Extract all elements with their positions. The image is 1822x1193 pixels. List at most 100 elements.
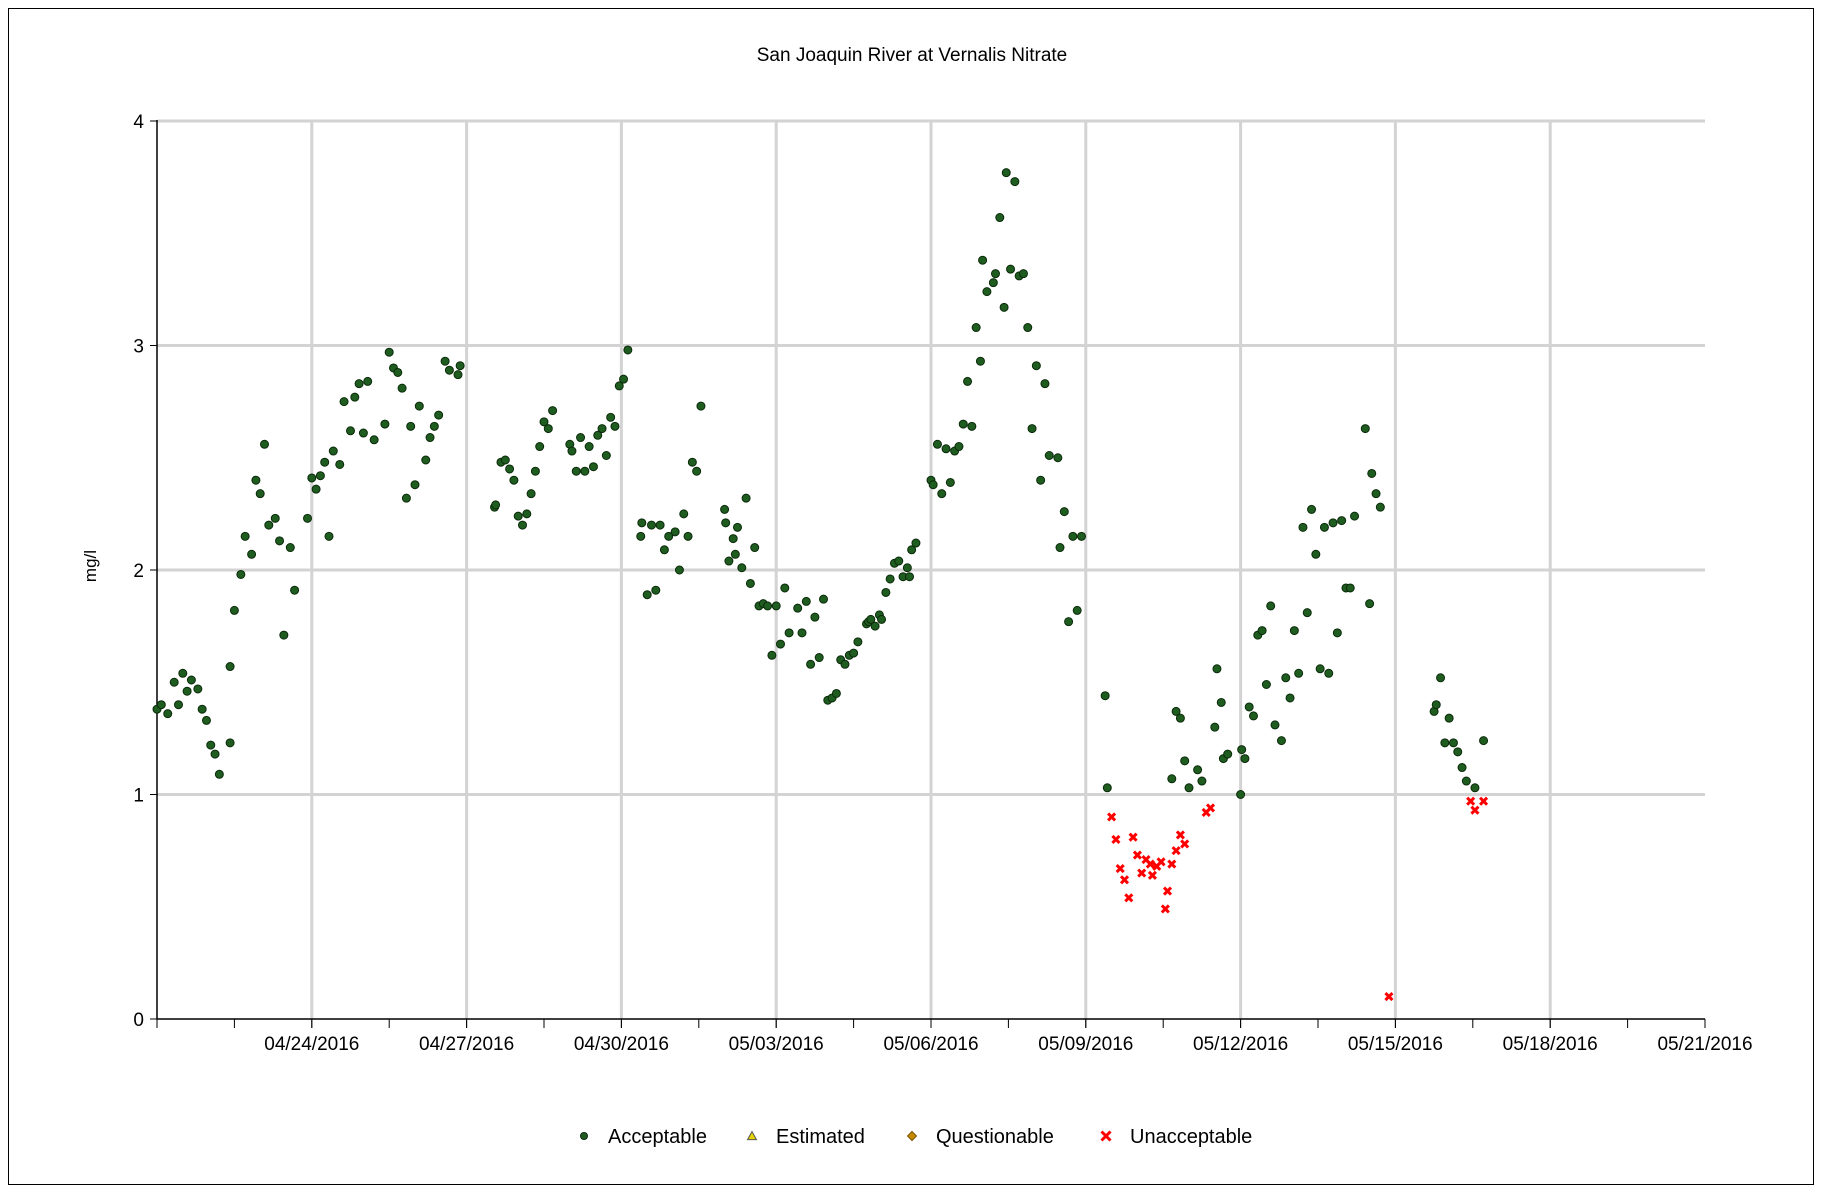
point-acceptable xyxy=(1285,693,1295,703)
point-acceptable xyxy=(1040,379,1050,389)
x-stroke-b xyxy=(1119,875,1130,885)
point-acceptable xyxy=(453,370,463,380)
point-acceptable xyxy=(522,509,532,519)
point-acceptable xyxy=(1193,765,1203,775)
point-acceptable xyxy=(784,628,794,638)
x-stroke-b xyxy=(1384,991,1394,1002)
point-acceptable xyxy=(530,466,540,476)
point-acceptable xyxy=(290,585,300,595)
point-acceptable xyxy=(335,459,345,469)
y-tick-label: 2 xyxy=(133,561,144,582)
point-acceptable xyxy=(937,489,947,499)
point-acceptable xyxy=(750,543,760,553)
point-acceptable xyxy=(763,601,773,611)
point-acceptable xyxy=(724,556,734,566)
point-unacceptable xyxy=(1160,904,1170,914)
point-acceptable xyxy=(932,439,942,449)
point-acceptable xyxy=(539,417,549,427)
point-acceptable xyxy=(247,549,257,559)
point-acceptable xyxy=(1006,264,1016,274)
point-acceptable xyxy=(1324,668,1334,678)
chart-title: San Joaquin River at Vernalis Nitrate xyxy=(757,45,1068,66)
point-acceptable xyxy=(623,345,633,355)
point-acceptable xyxy=(1240,754,1250,764)
point-acceptable xyxy=(255,489,265,499)
x-tick-label: 05/03/2016 xyxy=(729,1034,824,1055)
point-acceptable xyxy=(1365,599,1375,609)
point-acceptable xyxy=(840,659,850,669)
point-acceptable xyxy=(236,569,246,579)
point-acceptable xyxy=(275,536,285,546)
point-acceptable xyxy=(1375,502,1385,512)
point-acceptable xyxy=(206,740,216,750)
point-acceptable xyxy=(260,439,269,449)
y-tick-label: 3 xyxy=(133,337,144,358)
point-acceptable xyxy=(1184,783,1194,793)
point-acceptable xyxy=(941,444,951,454)
point-acceptable xyxy=(1055,543,1065,553)
point-acceptable xyxy=(518,520,527,530)
point-acceptable xyxy=(346,426,355,436)
point-unacceptable xyxy=(1384,991,1394,1002)
x-stroke-b xyxy=(1128,832,1138,842)
x-stroke-b xyxy=(1160,904,1170,914)
point-acceptable xyxy=(526,489,536,499)
point-acceptable xyxy=(1371,489,1381,499)
point-acceptable xyxy=(1328,518,1338,528)
point-acceptable xyxy=(958,419,968,429)
x-stroke-b xyxy=(1107,812,1117,822)
data-points xyxy=(152,168,1489,1002)
x-tick-label: 05/21/2016 xyxy=(1657,1034,1752,1055)
chart-frame xyxy=(8,8,1814,1185)
point-acceptable xyxy=(1261,679,1271,689)
point-acceptable xyxy=(1027,424,1037,434)
point-acceptable xyxy=(1018,269,1028,279)
point-acceptable xyxy=(1350,511,1360,521)
point-acceptable xyxy=(1307,504,1317,514)
point-acceptable xyxy=(945,477,955,487)
point-acceptable xyxy=(1036,475,1046,485)
point-acceptable xyxy=(384,347,394,357)
point-acceptable xyxy=(1044,451,1054,461)
point-acceptable xyxy=(1257,626,1267,636)
x-stroke-b xyxy=(1167,859,1177,869)
point-acceptable xyxy=(771,601,781,611)
point-acceptable xyxy=(991,269,1000,279)
point-acceptable xyxy=(866,614,876,624)
point-acceptable xyxy=(741,493,751,503)
point-unacceptable xyxy=(1180,839,1190,849)
point-acceptable xyxy=(679,509,689,519)
y-tick-label: 4 xyxy=(133,112,144,133)
point-acceptable xyxy=(636,531,646,541)
point-acceptable xyxy=(307,473,317,483)
point-unacceptable xyxy=(1147,870,1158,880)
legend-label-estimated: Estimated xyxy=(776,1126,865,1148)
point-acceptable xyxy=(225,662,235,672)
point-unacceptable xyxy=(1156,857,1166,867)
point-acceptable xyxy=(1332,628,1342,638)
x-stroke-b xyxy=(1147,870,1158,880)
point-acceptable xyxy=(193,684,203,694)
point-acceptable xyxy=(1212,664,1222,674)
point-acceptable xyxy=(1249,711,1258,721)
point-acceptable xyxy=(670,527,680,537)
point-acceptable xyxy=(1001,168,1011,178)
point-acceptable xyxy=(1077,531,1086,541)
point-acceptable xyxy=(580,466,590,476)
point-acceptable xyxy=(1479,736,1489,746)
point-acceptable xyxy=(1276,736,1286,746)
point-acceptable xyxy=(186,675,196,685)
point-unacceptable xyxy=(1137,868,1147,878)
point-acceptable xyxy=(1470,783,1480,793)
point-acceptable xyxy=(588,462,598,472)
point-acceptable xyxy=(999,302,1009,312)
point-acceptable xyxy=(214,769,224,779)
point-unacceptable xyxy=(1167,859,1177,869)
point-acceptable xyxy=(793,603,803,613)
point-acceptable xyxy=(967,421,977,431)
point-unacceptable xyxy=(1175,830,1185,840)
x-tick-label: 04/27/2016 xyxy=(419,1034,514,1055)
point-acceptable xyxy=(328,446,338,456)
x-stroke-b xyxy=(1100,1130,1112,1142)
